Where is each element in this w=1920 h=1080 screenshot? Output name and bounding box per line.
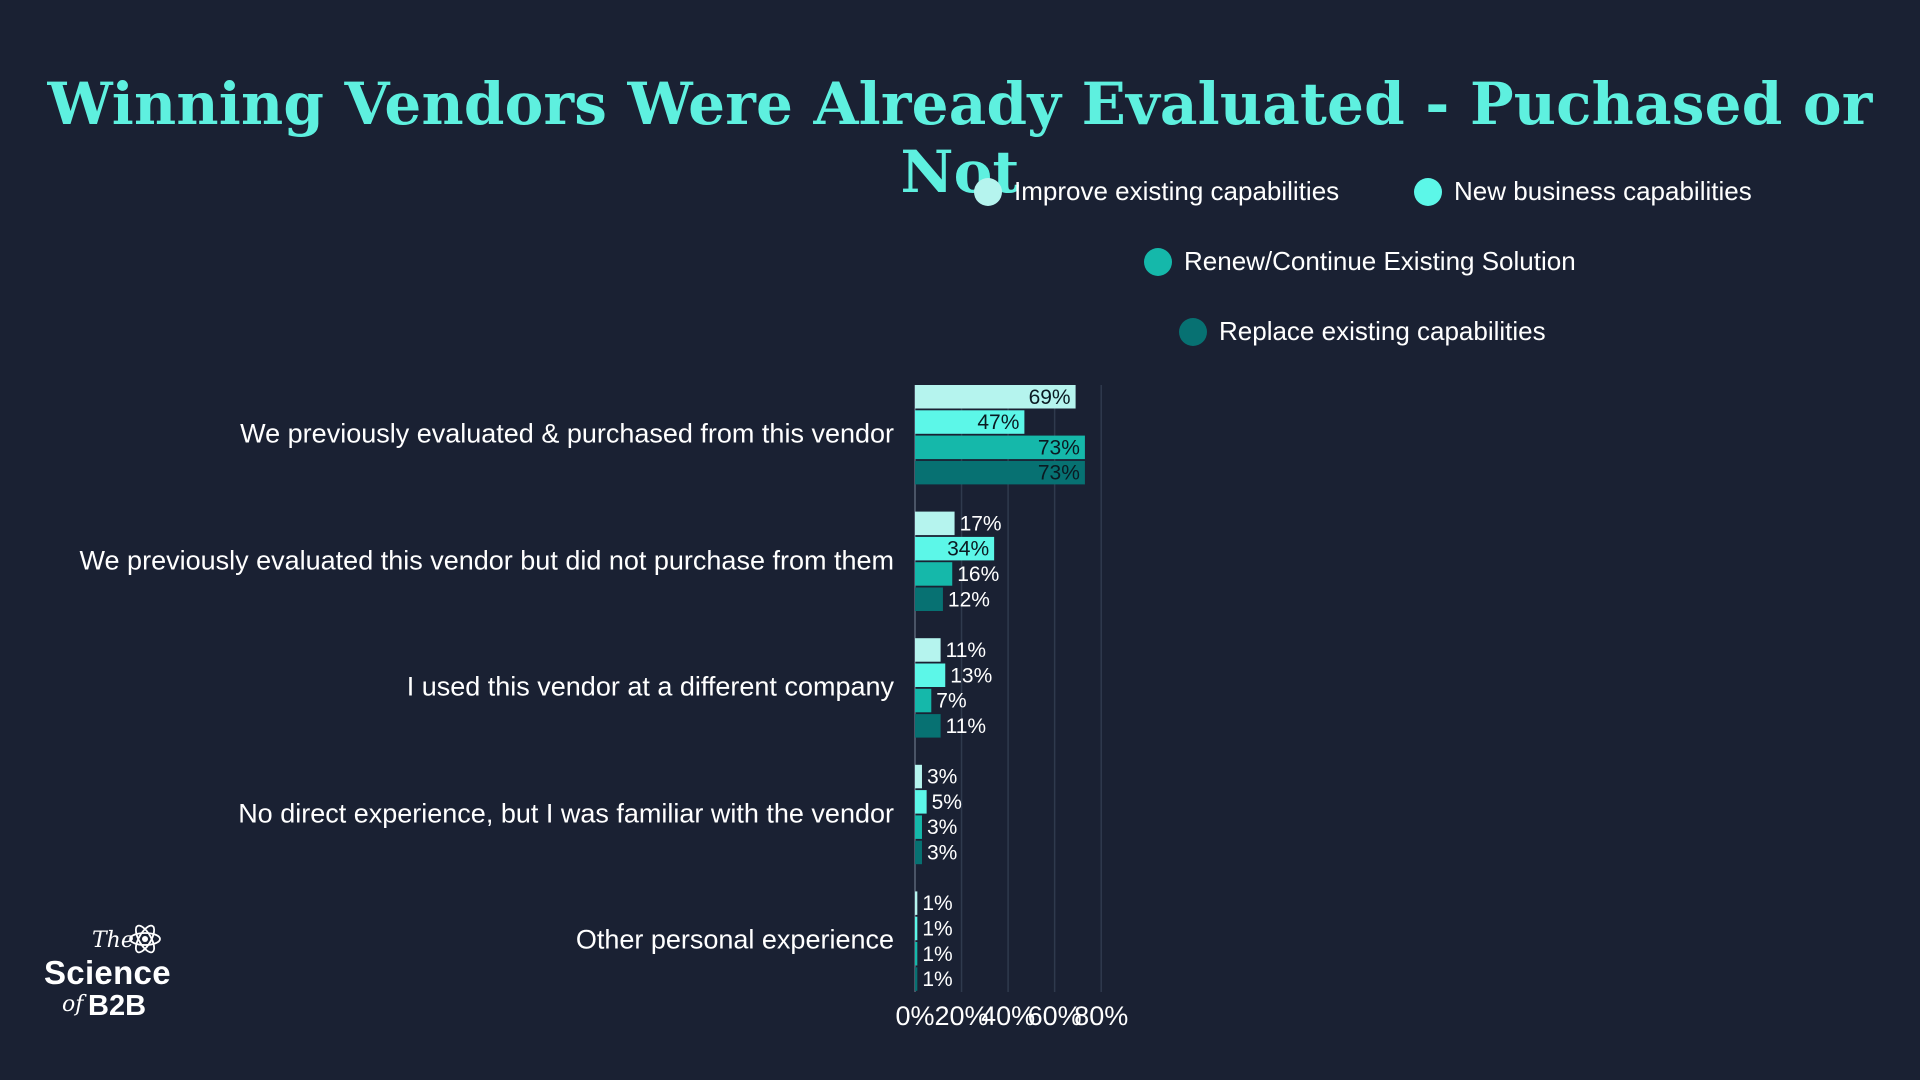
- data-label: 1%: [922, 917, 952, 940]
- bar: [915, 638, 941, 662]
- legend-swatch: [1179, 317, 1207, 346]
- data-label: 3%: [927, 816, 957, 839]
- data-label: 73%: [1038, 436, 1080, 459]
- bar: [915, 460, 1085, 485]
- category-label: We previously evaluated & purchased from…: [240, 418, 894, 449]
- data-label: 3%: [927, 766, 957, 789]
- data-label: 1%: [922, 968, 952, 991]
- category-label: No direct experience, but I was familiar…: [238, 798, 894, 829]
- data-label: 7%: [936, 690, 966, 713]
- legend-swatch: [1414, 177, 1442, 206]
- bar: [915, 840, 922, 865]
- chart-title: Winning Vendors Were Already Evaluated -…: [47, 70, 1873, 206]
- x-tick-label: 60%: [1028, 1001, 1082, 1031]
- data-label: 11%: [946, 639, 986, 662]
- legend-item-new-business: New business capabilities: [1414, 176, 1752, 207]
- data-label: 34%: [947, 538, 989, 561]
- legend-item-renew: Renew/Continue Existing Solution: [1144, 246, 1576, 277]
- data-label: 69%: [1029, 386, 1071, 409]
- legend-label: Renew/Continue Existing Solution: [1184, 246, 1576, 276]
- bar: [915, 385, 1076, 409]
- x-tick-label: 20%: [935, 1001, 989, 1031]
- bar: [915, 916, 918, 941]
- x-tick-label: 0%: [895, 1001, 934, 1031]
- bar: [915, 891, 918, 915]
- data-label: 1%: [922, 943, 952, 966]
- bar: [915, 790, 927, 814]
- atom-icon: [129, 924, 161, 954]
- bar: [915, 587, 943, 611]
- bar: [915, 663, 946, 687]
- bar: [915, 511, 955, 536]
- bar: [915, 688, 932, 713]
- data-label: 47%: [977, 411, 1019, 434]
- data-label: 12%: [948, 588, 990, 611]
- bar: [915, 764, 922, 789]
- legend-swatch: [974, 177, 1002, 206]
- category-label: We previously evaluated this vendor but …: [79, 545, 894, 576]
- logo-b2b: B2B: [88, 990, 147, 1022]
- data-label: 73%: [1038, 462, 1080, 485]
- bar: [915, 714, 941, 738]
- legend-swatch: [1144, 247, 1172, 276]
- bar: [915, 410, 1025, 434]
- category-label: I used this vendor at a different compan…: [406, 671, 894, 702]
- data-label: 16%: [957, 563, 999, 586]
- legend-item-improve: Improve existing capabilities: [974, 176, 1339, 207]
- bar: [915, 815, 922, 839]
- logo-the: The: [92, 928, 134, 953]
- logo-science: Science: [44, 954, 171, 991]
- legend-item-replace: Replace existing capabilities: [1179, 316, 1546, 347]
- logo-of: of: [62, 992, 84, 1017]
- data-label: 13%: [950, 664, 992, 687]
- legend-label: New business capabilities: [1454, 176, 1752, 206]
- data-label: 3%: [927, 841, 957, 864]
- bar: [915, 435, 1085, 460]
- data-label: 11%: [946, 715, 986, 738]
- bar: [915, 536, 995, 561]
- legend-label: Replace existing capabilities: [1219, 316, 1546, 346]
- data-label: 17%: [960, 512, 1002, 535]
- bar: [915, 942, 918, 966]
- x-tick-label: 80%: [1074, 1001, 1128, 1031]
- x-tick-label: 40%: [981, 1001, 1035, 1031]
- bar: [915, 967, 918, 991]
- data-label: 1%: [922, 892, 952, 915]
- data-label: 5%: [932, 791, 962, 814]
- bar: [915, 562, 953, 586]
- legend-label: Improve existing capabilities: [1014, 176, 1340, 206]
- category-label: Other personal experience: [575, 924, 894, 955]
